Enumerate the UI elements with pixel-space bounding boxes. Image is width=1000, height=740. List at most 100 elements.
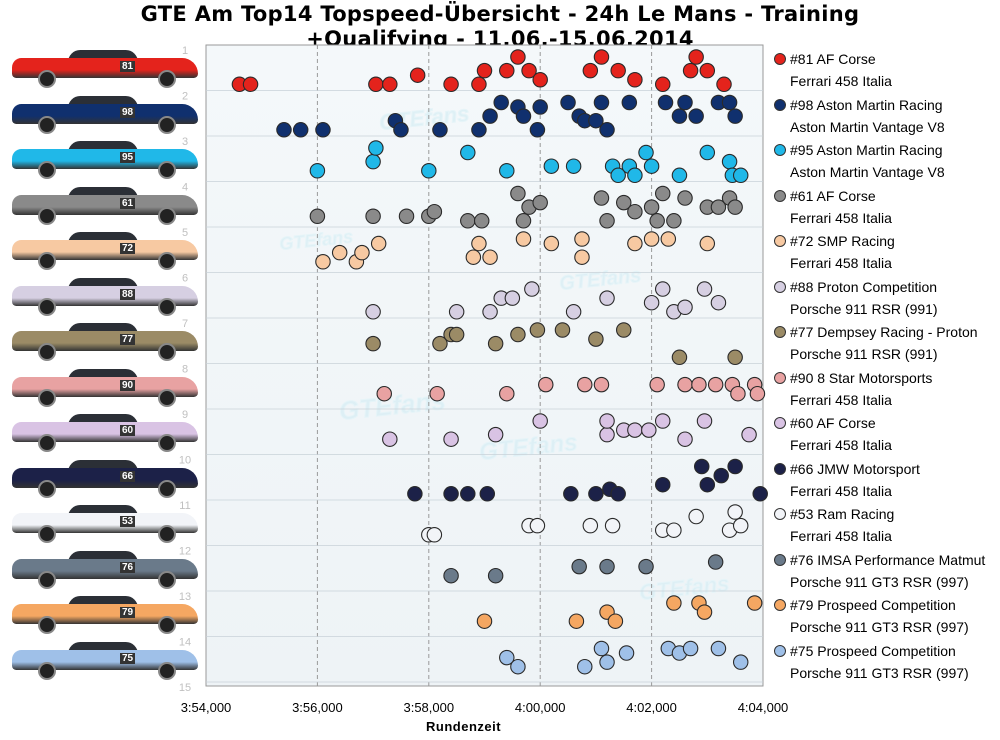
data-point	[677, 94, 693, 111]
car-wheel	[158, 525, 176, 543]
car-image: 95	[8, 139, 204, 179]
data-point	[727, 349, 743, 366]
chart-title-line-1: GTE Am Top14 Topspeed-Übersicht - 24h Le…	[140, 2, 860, 26]
car-wheel	[158, 297, 176, 316]
car-number: 60	[120, 425, 136, 436]
data-point	[476, 62, 493, 79]
legend-car: Ferrari 458 Italia	[790, 482, 892, 499]
legend-marker	[774, 280, 786, 293]
data-point	[465, 249, 482, 265]
data-point	[421, 163, 437, 179]
legend-marker	[774, 53, 786, 65]
legend-team: #95 Aston Martin Racing	[790, 142, 943, 158]
car-wheel	[158, 161, 176, 179]
car-image: 81	[8, 48, 204, 88]
data-point	[443, 431, 459, 447]
data-point	[710, 199, 727, 215]
y-tick-label: 6	[182, 273, 188, 285]
data-point	[487, 335, 504, 352]
data-point	[554, 322, 571, 338]
car-wheel	[158, 570, 176, 589]
data-point	[276, 122, 292, 138]
data-point	[660, 231, 677, 247]
car-wheel	[158, 616, 176, 634]
data-point	[532, 194, 548, 211]
data-point	[699, 235, 716, 252]
data-point	[510, 49, 526, 65]
data-point	[510, 185, 526, 202]
data-point	[487, 567, 504, 584]
car-image: 79	[8, 594, 204, 634]
legend-marker	[774, 417, 786, 429]
data-point	[429, 385, 445, 402]
legend-car: Ferrari 458 Italia	[790, 528, 892, 544]
data-point	[499, 62, 515, 79]
car-body	[12, 422, 198, 442]
data-point	[543, 235, 560, 252]
row-separators	[206, 90, 763, 683]
car-image: 90	[8, 367, 204, 407]
series-6	[365, 281, 727, 320]
series-8	[376, 376, 766, 402]
y-tick-label: 12	[179, 546, 191, 558]
data-point	[627, 72, 643, 88]
series-7	[365, 322, 743, 366]
car-wheel	[158, 388, 176, 407]
series-13	[476, 595, 763, 629]
data-point	[504, 290, 521, 306]
chart-title: GTE Am Top14 Topspeed-Übersicht - 24h Le…	[0, 2, 1000, 52]
data-point	[499, 385, 515, 402]
data-point	[473, 213, 490, 229]
data-point	[571, 558, 587, 575]
data-point	[398, 208, 415, 225]
data-point	[515, 213, 532, 229]
data-point	[560, 94, 576, 111]
data-point	[654, 76, 671, 93]
car-number: 98	[120, 106, 136, 118]
car-wheel	[38, 434, 56, 452]
data-point	[370, 235, 387, 252]
legend-car: Ferrari 458 Italia	[790, 73, 892, 89]
data-point	[599, 122, 615, 138]
data-point	[593, 376, 610, 393]
data-point	[460, 213, 476, 229]
y-tick-label: 3	[182, 136, 188, 148]
data-point	[707, 554, 724, 570]
data-point	[593, 94, 610, 111]
series-10	[407, 458, 768, 502]
data-point	[604, 517, 621, 534]
legend-team: #53 Ram Racing	[790, 506, 895, 522]
data-points	[231, 49, 768, 675]
data-point	[529, 517, 546, 534]
car-wheel	[38, 115, 56, 134]
data-point	[532, 99, 548, 115]
car-number: 90	[120, 379, 136, 391]
legend-team: #61 AF Corse	[790, 187, 876, 204]
y-tick-label: 7	[182, 318, 188, 330]
car-number: 53	[120, 516, 136, 527]
data-point	[671, 349, 688, 366]
x-tick-label: 3:56,000	[292, 700, 343, 715]
data-point	[368, 76, 384, 93]
data-point	[682, 62, 699, 79]
car-wheel	[38, 70, 56, 88]
data-point	[699, 144, 716, 161]
car-wheel	[158, 206, 176, 225]
data-point	[471, 76, 487, 93]
y-tick-label: 10	[179, 455, 191, 467]
data-point	[515, 108, 532, 124]
car-image: 75	[8, 640, 204, 680]
data-point	[476, 613, 493, 629]
legend-car: Porsche 911 RSR (991)	[790, 300, 938, 317]
data-point	[666, 595, 682, 611]
data-point	[682, 640, 699, 657]
series-4	[309, 185, 743, 229]
data-point	[471, 235, 487, 252]
x-tick-label: 4:00,000	[514, 700, 566, 715]
car-wheel	[158, 115, 176, 134]
data-point	[621, 94, 638, 111]
car-wheel	[38, 388, 56, 407]
legend-car: Porsche 911 RSR (991)	[790, 346, 938, 362]
data-point	[730, 385, 746, 402]
